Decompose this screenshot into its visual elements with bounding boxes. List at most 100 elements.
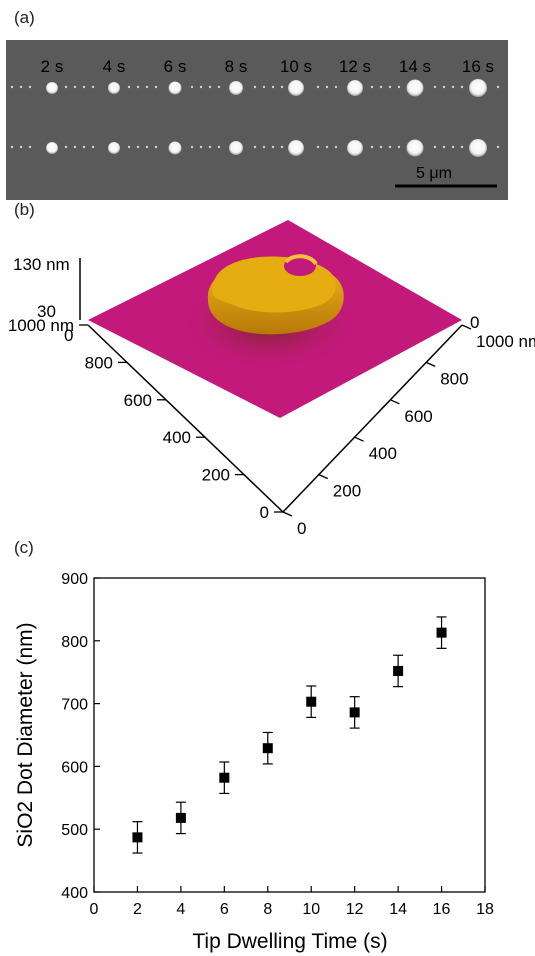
- sem-dot: [288, 140, 304, 156]
- sem-speckle: [190, 145, 194, 149]
- sem-speckle: [91, 145, 95, 149]
- left-tick-label: 0: [260, 503, 269, 522]
- sem-speckle: [496, 145, 500, 149]
- sem-speckle: [397, 85, 401, 89]
- sem-speckle: [82, 145, 86, 149]
- sem-dot: [46, 82, 58, 94]
- sem-time-label: 8 s: [225, 57, 248, 76]
- x-tick-label: 6: [220, 901, 229, 918]
- y-tick-label: 500: [61, 822, 88, 839]
- sem-dot: [108, 142, 120, 154]
- sem-dot-rows: [10, 79, 500, 157]
- sem-speckle: [82, 85, 86, 89]
- data-point: [219, 772, 230, 783]
- sem-speckle: [316, 85, 320, 89]
- sem-dot: [469, 139, 487, 157]
- sem-speckle: [19, 145, 23, 149]
- data-point: [393, 665, 404, 676]
- left-axis-ticks: 1000 nm 800 600 400 200 0: [8, 316, 283, 522]
- sem-background: [6, 40, 508, 200]
- sem-dot: [168, 81, 182, 95]
- sem-dot: [108, 82, 120, 94]
- sem-speckle: [379, 85, 383, 89]
- y-axis-label: SiO2 Dot Diameter (nm): [14, 622, 37, 847]
- sem-speckle: [370, 145, 374, 149]
- left-tick-label: 200: [202, 466, 230, 485]
- sem-speckle: [136, 85, 140, 89]
- sem-speckle: [253, 85, 257, 89]
- data-point: [349, 707, 360, 718]
- sem-dot: [406, 139, 424, 157]
- sem-dot: [288, 80, 304, 96]
- right-tick-label: 0: [470, 313, 479, 332]
- sem-image: 2 s 4 s 6 s 8 s 10 s 12 s 14 s 16 s 5 μm: [6, 40, 508, 200]
- right-tick-label: 200: [333, 482, 361, 501]
- sem-speckle: [19, 85, 23, 89]
- chart-axis-ticks: 0 2 4 6 8 10 12 14 16 18 400 500 600 700 800 900: [61, 571, 494, 918]
- right-tick-mark: [282, 511, 293, 517]
- sem-speckle: [145, 85, 149, 89]
- right-tick-label: 0: [297, 519, 306, 535]
- right-tick-label: 800: [440, 369, 468, 388]
- sem-speckle: [262, 85, 266, 89]
- sem-dot: [347, 80, 363, 96]
- sem-speckle: [154, 145, 158, 149]
- afm-dot-notch: [284, 256, 316, 276]
- sem-dot: [229, 141, 243, 155]
- panel-c-label: (c): [14, 538, 34, 557]
- sem-speckle: [397, 145, 401, 149]
- right-tick-mark: [461, 324, 472, 330]
- x-tick-label: 8: [263, 901, 272, 918]
- right-tick-label: 600: [404, 407, 432, 426]
- data-point: [132, 832, 143, 843]
- data-point: [175, 812, 186, 823]
- sem-speckle: [334, 85, 338, 89]
- sem-speckle: [460, 85, 464, 89]
- sem-speckle: [208, 85, 212, 89]
- sem-speckle: [433, 85, 437, 89]
- sem-speckle: [127, 145, 131, 149]
- x-tick-label: 18: [476, 901, 494, 918]
- sem-speckle: [442, 85, 446, 89]
- sem-speckle: [208, 145, 212, 149]
- y-tick-label: 600: [61, 759, 88, 776]
- right-axis-line: [282, 324, 463, 513]
- sem-speckle: [370, 85, 374, 89]
- panel-a-label: (a): [14, 8, 35, 27]
- plot-frame: [93, 577, 486, 893]
- sem-speckle: [451, 85, 455, 89]
- sem-time-label: 12 s: [339, 57, 371, 76]
- sem-time-labels: 2 s 4 s 6 s 8 s 10 s 12 s 14 s 16 s: [41, 57, 494, 76]
- sem-time-label: 10 s: [280, 57, 312, 76]
- sem-speckle: [280, 85, 284, 89]
- x-tick-label: 0: [90, 901, 99, 918]
- sem-speckle: [316, 145, 320, 149]
- sem-speckle: [190, 85, 194, 89]
- sem-speckle: [145, 145, 149, 149]
- sem-speckle: [91, 85, 95, 89]
- sem-speckle: [127, 85, 131, 89]
- right-tick-mark: [354, 436, 364, 442]
- sem-speckle: [496, 85, 500, 89]
- left-tick-label: 400: [163, 428, 191, 447]
- sem-speckle: [271, 145, 275, 149]
- sem-time-label: 4 s: [103, 57, 126, 76]
- scale-bar-label: 5 μm: [416, 165, 452, 182]
- sem-dot: [469, 79, 487, 97]
- sem-speckle: [334, 145, 338, 149]
- sem-dot: [347, 140, 363, 156]
- right-tick-mark: [390, 399, 400, 405]
- sem-speckle: [388, 145, 392, 149]
- sem-speckle: [325, 85, 329, 89]
- sem-speckle: [64, 145, 68, 149]
- sem-speckle: [433, 145, 437, 149]
- sem-dot: [46, 142, 58, 154]
- sem-speckle: [28, 145, 32, 149]
- sem-speckle: [451, 145, 455, 149]
- panel-b-label: (b): [14, 200, 35, 219]
- right-tick-mark: [318, 474, 329, 480]
- sem-speckle: [28, 85, 32, 89]
- right-tick-mark: [425, 361, 436, 367]
